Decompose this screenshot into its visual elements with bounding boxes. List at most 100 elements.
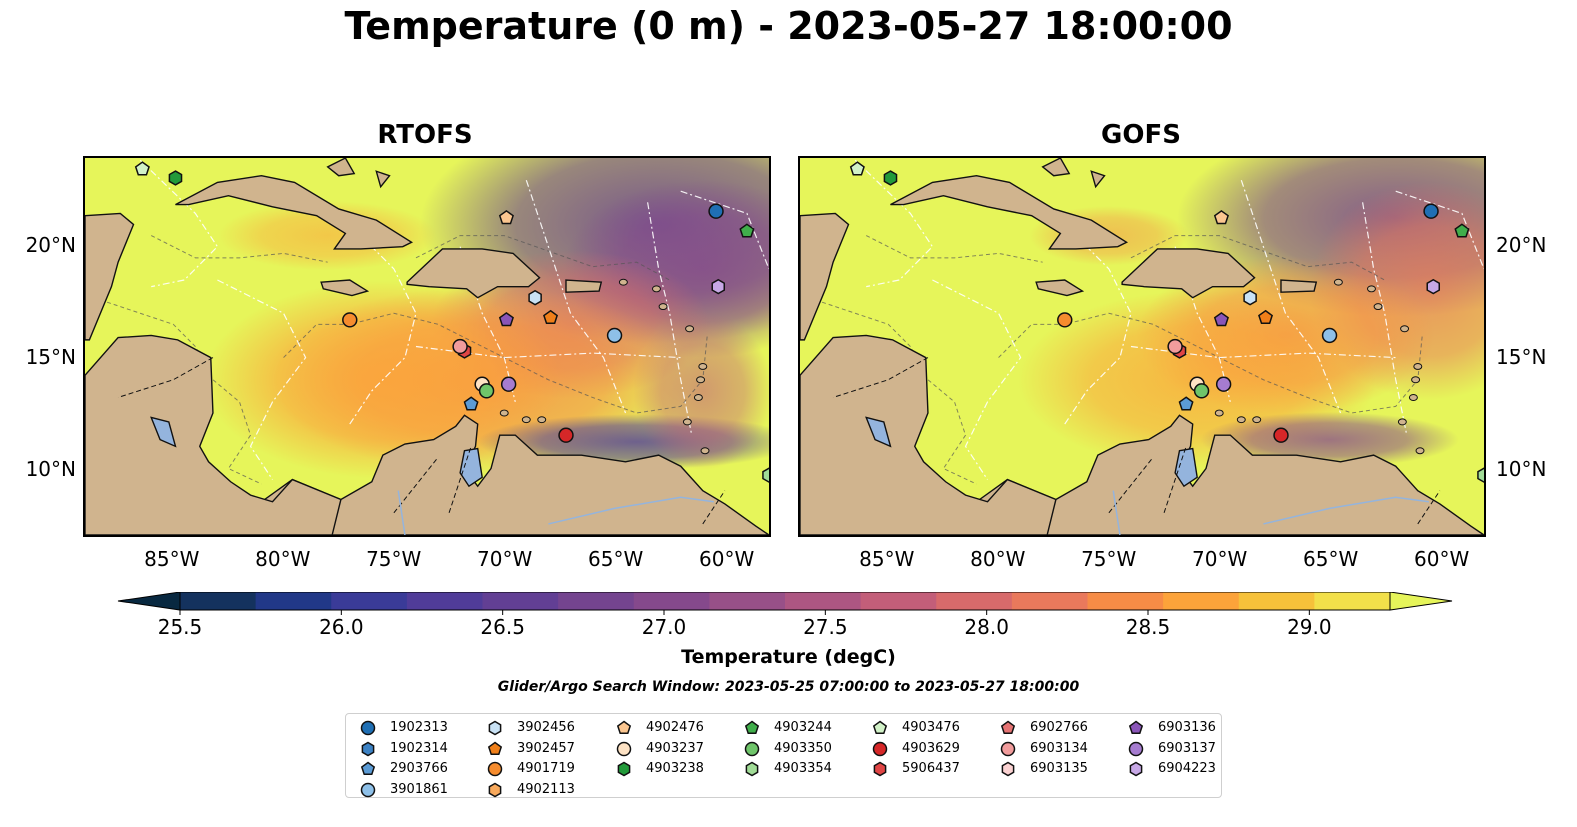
legend-label: 5906437 [902, 761, 960, 776]
island [700, 447, 710, 455]
float-marker-3902457 [543, 309, 559, 324]
eez-boundary [647, 202, 693, 436]
landmass [1090, 170, 1106, 189]
y-tick-label: 15°N [1496, 344, 1547, 369]
landmass [175, 175, 414, 250]
colorbar-segment [785, 592, 862, 610]
x-tick-label: 70°W [1192, 547, 1248, 571]
island [1366, 285, 1376, 293]
colorbar-tick-label: 26.5 [480, 615, 525, 639]
float-marker-6904223 [711, 278, 726, 295]
colorbar-segment [1011, 592, 1088, 610]
colorbar-segment [633, 592, 710, 610]
y-tick-label: 10°N [25, 456, 76, 481]
eez-boundary [932, 279, 1022, 480]
colorbar-segment [936, 592, 1013, 610]
landmass [800, 212, 850, 341]
colorbar-segment [1314, 592, 1391, 610]
island [1252, 416, 1262, 424]
isobath-contour [1130, 235, 1385, 281]
circle-marker-icon [1000, 741, 1016, 756]
eez-boundary [1395, 190, 1484, 270]
temperature-field [218, 200, 438, 271]
hexagon-marker-icon [1001, 761, 1015, 777]
x-tick-label: 60°W [1413, 547, 1470, 571]
x-tick-label: 85°W [859, 547, 915, 571]
border-line [1163, 446, 1187, 513]
colorbar-segment [180, 592, 257, 610]
float-legend: 1902313 1902314 2903766 3901861 3902456 39024… [345, 713, 1222, 798]
float-marker-6903134 [1167, 338, 1183, 355]
x-tick-label: 75°W [366, 547, 422, 571]
legend-label: 4901719 [517, 761, 575, 776]
legend-label: 1902314 [390, 740, 448, 756]
x-tick-label: 60°W [698, 547, 755, 571]
island [698, 362, 708, 370]
y-tick-label: 20°N [1496, 232, 1547, 257]
border-line [393, 457, 439, 514]
colorbar-segment [1163, 592, 1240, 610]
legend-label: 6903137 [1158, 740, 1216, 756]
colorbar-tick-label: 28.0 [964, 615, 1009, 639]
legend-label: 2903766 [390, 761, 448, 776]
circle-marker-icon [744, 741, 760, 756]
legend-label: 4902476 [646, 720, 704, 735]
float-marker-4903244 [1454, 223, 1470, 238]
colorbar-tick-label: 28.5 [1126, 615, 1171, 639]
legend-label: 4903244 [774, 720, 832, 735]
colorbar-segment [860, 592, 937, 610]
legend-label: 4903350 [774, 740, 832, 756]
temperature-field [1200, 411, 1459, 468]
island [537, 416, 547, 424]
eez-boundary [525, 179, 627, 414]
colorbar-segment [255, 592, 332, 610]
legend-label: 4902113 [517, 781, 575, 797]
island [1214, 409, 1224, 417]
float-marker-6903136 [1213, 312, 1229, 327]
x-tick-label: 65°W [1303, 547, 1359, 571]
border-line [832, 357, 929, 398]
island [499, 409, 509, 417]
island [658, 303, 668, 311]
landmass [890, 175, 1129, 250]
float-marker-6903134 [452, 338, 468, 355]
isobath-contour [865, 235, 1043, 263]
float-marker-1902313 [1423, 203, 1439, 219]
island [1236, 416, 1246, 424]
x-tick-label: 70°W [477, 547, 533, 571]
isobath-contour [150, 235, 328, 263]
map-rtofs[interactable] [83, 156, 771, 537]
float-marker-4903476 [134, 161, 150, 176]
float-marker-4901719 [1057, 312, 1073, 328]
legend-label: 6902766 [1030, 720, 1088, 735]
eez-boundary [1362, 202, 1408, 436]
colorbar-extend-high [1389, 592, 1453, 611]
float-marker-6903136 [498, 312, 514, 327]
island [521, 416, 531, 424]
x-tick-label: 80°W [970, 547, 1026, 571]
float-marker-4903354 [762, 467, 769, 483]
landmass [375, 170, 391, 189]
float-marker-6903137 [1215, 376, 1232, 392]
circle-marker-icon [360, 720, 376, 736]
legend-label: 6903136 [1158, 720, 1216, 735]
isobath-contour [415, 235, 670, 281]
colorbar-tick-label: 27.0 [642, 615, 687, 639]
eez-boundary [1240, 179, 1342, 414]
colorbar-extend-low [117, 592, 181, 611]
island [1373, 303, 1383, 311]
eez-boundary [680, 190, 769, 270]
colorbar: 25.5 26.0 26.5 27.0 27.5 28.0 28.5 29.0 [117, 592, 1453, 639]
float-marker-4903350 [478, 383, 495, 399]
colorbar-segment [558, 592, 635, 610]
y-tick-label: 15°N [25, 344, 76, 369]
landmass [85, 212, 135, 341]
legend-label: 4903629 [902, 740, 960, 756]
colorbar-tick-label: 27.5 [803, 615, 848, 639]
pentagon-marker-icon [616, 720, 632, 735]
colorbar-segment [709, 592, 786, 610]
map-gofs[interactable] [798, 156, 1486, 537]
lake [1174, 447, 1198, 488]
x-tick-label: 85°W [144, 547, 200, 571]
hexagon-marker-icon [488, 720, 502, 736]
